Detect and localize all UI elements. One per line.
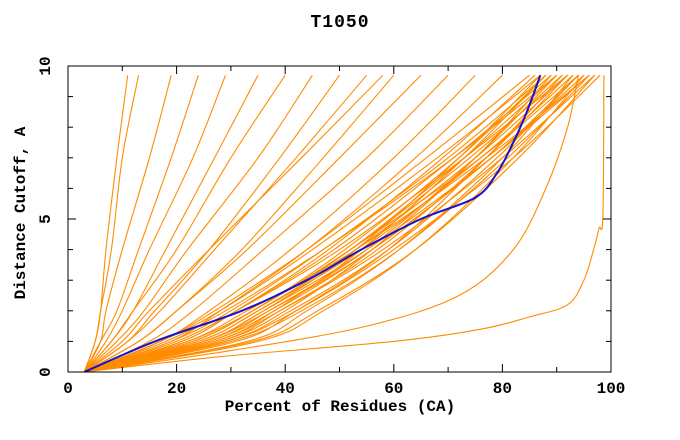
model-curve	[84, 75, 605, 372]
model-curve	[84, 74, 568, 372]
x-tick-label: 20	[167, 380, 186, 398]
y-tick-label: 10	[37, 56, 55, 75]
x-tick-label: 80	[493, 380, 512, 398]
model-curve	[84, 74, 547, 372]
model-curve	[83, 75, 199, 372]
highlight-curve	[83, 74, 542, 372]
x-tick-label: 60	[384, 380, 403, 398]
model-curve	[84, 74, 601, 372]
y-tick-label: 0	[37, 367, 55, 377]
model-curve	[83, 74, 368, 372]
model-curve	[84, 74, 579, 372]
y-axis-label: Distance Cutoff, A	[12, 126, 30, 300]
model-curve	[84, 74, 422, 372]
model-curve	[84, 74, 579, 372]
model-curve	[84, 74, 541, 372]
model-curve	[84, 75, 579, 372]
model-curve	[84, 74, 536, 372]
model-curve	[84, 74, 558, 372]
model-curve	[84, 74, 547, 372]
x-tick-label: 100	[597, 380, 626, 398]
model-curve	[84, 74, 568, 372]
model-curve	[83, 75, 140, 372]
model-curve	[84, 74, 558, 372]
chart-title: T1050	[310, 13, 370, 33]
model-curve	[83, 74, 313, 372]
model-curve	[83, 74, 384, 372]
model-curve	[83, 74, 259, 372]
model-curve	[84, 74, 579, 372]
x-tick-label: 40	[276, 380, 295, 398]
model-curve	[84, 74, 530, 372]
model-curve	[84, 74, 590, 372]
y-tick-label: 5	[37, 214, 55, 224]
model-curve	[83, 74, 227, 372]
model-curve	[84, 74, 503, 372]
x-tick-label: 0	[63, 380, 73, 398]
model-curve	[84, 74, 596, 372]
model-curve	[84, 74, 476, 372]
model-curve	[84, 74, 547, 372]
model-curve	[84, 74, 541, 372]
model-curve	[84, 74, 590, 372]
model-curve	[83, 75, 172, 372]
model-curve	[84, 74, 552, 372]
model-curve	[84, 74, 585, 372]
x-axis-label: Percent of Residues (CA)	[224, 398, 456, 416]
model-curve	[84, 74, 552, 372]
model-curve	[84, 74, 449, 372]
model-curve	[84, 74, 590, 372]
